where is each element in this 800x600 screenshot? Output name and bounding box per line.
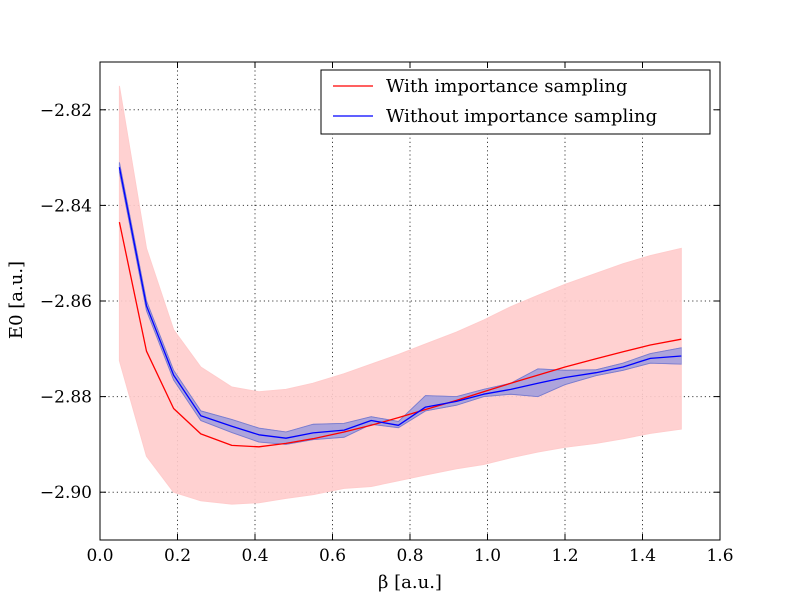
x-tick-label: 0.0 bbox=[86, 546, 113, 566]
x-tick-label: 1.6 bbox=[706, 546, 733, 566]
x-tick-label: 0.2 bbox=[164, 546, 191, 566]
x-tick-label: 1.0 bbox=[474, 546, 501, 566]
legend-label-without-is: Without importance sampling bbox=[386, 106, 657, 127]
x-tick-label: 0.4 bbox=[241, 546, 268, 566]
confidence-bands bbox=[118, 85, 682, 505]
x-tick-label: 1.2 bbox=[551, 546, 578, 566]
line-without-importance-sampling bbox=[118, 167, 682, 439]
axis-ticks: 0.0 0.2 0.4 0.6 0.8 1.0 1.2 1.4 1.6 −2.82 −2.84 −2.… bbox=[40, 62, 734, 566]
line-with-importance-sampling bbox=[118, 221, 682, 448]
legend: With importance sampling Without importa… bbox=[320, 69, 711, 135]
y-tick-label: −2.86 bbox=[40, 292, 92, 312]
y-tick-label: −2.90 bbox=[40, 483, 92, 503]
y-tick-label: −2.88 bbox=[40, 388, 92, 408]
legend-label-with-is: With importance sampling bbox=[386, 76, 627, 97]
band-edge-upper-without-importance-sampling bbox=[119, 162, 682, 433]
x-tick-label: 0.6 bbox=[319, 546, 346, 566]
x-tick-label: 1.4 bbox=[629, 546, 656, 566]
band-edge-lower-without-importance-sampling bbox=[119, 171, 682, 445]
y-axis-label: E0 [a.u.] bbox=[6, 261, 27, 339]
y-tick-label: −2.82 bbox=[40, 101, 92, 121]
band-with-importance-sampling bbox=[118, 85, 682, 505]
series-lines bbox=[118, 167, 682, 448]
x-tick-label: 0.8 bbox=[396, 546, 423, 566]
x-axis-label: β [a.u.] bbox=[378, 572, 442, 593]
legend-box bbox=[320, 69, 711, 135]
y-tick-label: −2.84 bbox=[40, 196, 92, 216]
